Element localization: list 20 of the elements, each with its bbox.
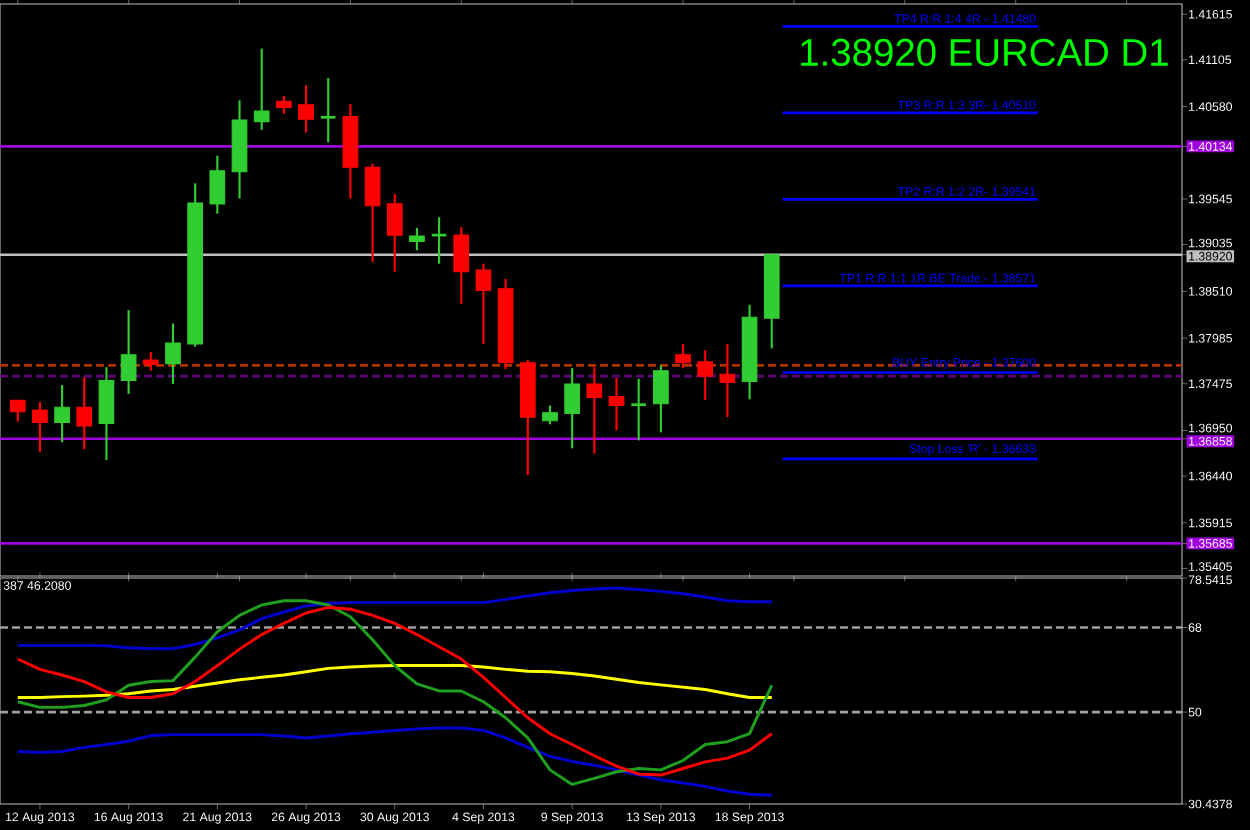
candlestick xyxy=(32,400,48,454)
candlestick xyxy=(142,350,159,372)
text: 1.38920 EURCAD D1 xyxy=(801,38,1168,67)
candlestick xyxy=(564,367,581,450)
candlestick xyxy=(319,76,337,144)
candlestick xyxy=(165,322,181,386)
candlestick xyxy=(586,366,603,455)
candlestick xyxy=(386,193,403,273)
candlestick xyxy=(630,377,648,442)
candlestick xyxy=(697,349,714,402)
candlestick xyxy=(763,253,780,350)
candlestick xyxy=(209,154,226,215)
candlestick xyxy=(409,226,425,252)
candlestick xyxy=(187,182,204,348)
candlestick xyxy=(120,309,137,396)
candlestick xyxy=(253,47,270,131)
candlestick xyxy=(519,358,536,477)
candlestick xyxy=(76,375,93,451)
candlestick xyxy=(298,84,314,134)
candlestick xyxy=(453,226,470,305)
